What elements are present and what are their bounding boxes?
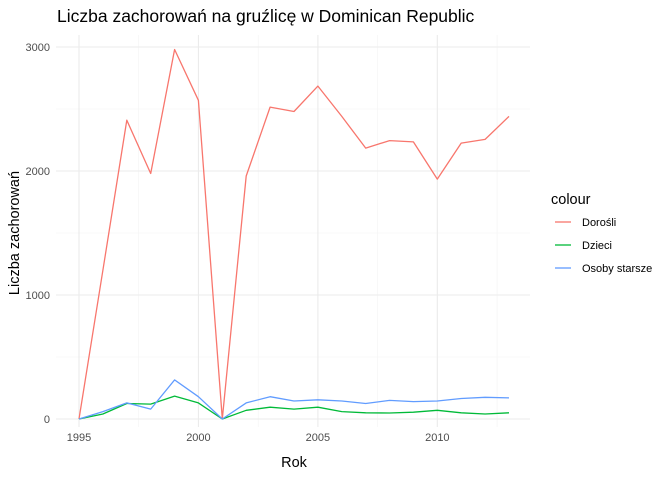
legend-label: Dzieci (582, 240, 612, 252)
series-line-1 (78, 48, 510, 420)
y-tick-label: 0 (44, 414, 50, 426)
x-tick-label: 2005 (306, 432, 330, 444)
chart-title: Liczba zachorowań na gruźlicę w Dominica… (57, 6, 475, 26)
series-lines (78, 48, 510, 420)
series-line-2 (78, 395, 510, 420)
x-tick-label: 2010 (425, 432, 449, 444)
legend-items: Dorośli Dzieci Osoby starsze (555, 217, 652, 275)
legend-title: colour (551, 192, 591, 208)
legend-label: Osoby starsze (582, 263, 652, 275)
y-tick-label: 3000 (26, 42, 50, 54)
y-axis-title: Liczba zachorowań (7, 171, 23, 295)
y-tick-label: 1000 (26, 290, 50, 302)
x-axis-title: Rok (281, 455, 308, 471)
y-tick-label: 2000 (26, 166, 50, 178)
legend-label: Dorośli (582, 217, 616, 229)
legend: colour Dorośli Dzieci Osoby starsze (551, 192, 652, 275)
axis-tick-labels: 1995 2000 2005 2010 0 1000 2000 3000 (26, 42, 450, 444)
grid-lines (56, 35, 530, 427)
series-line-3 (78, 379, 510, 420)
x-tick-label: 2000 (186, 432, 210, 444)
x-tick-label: 1995 (67, 432, 91, 444)
